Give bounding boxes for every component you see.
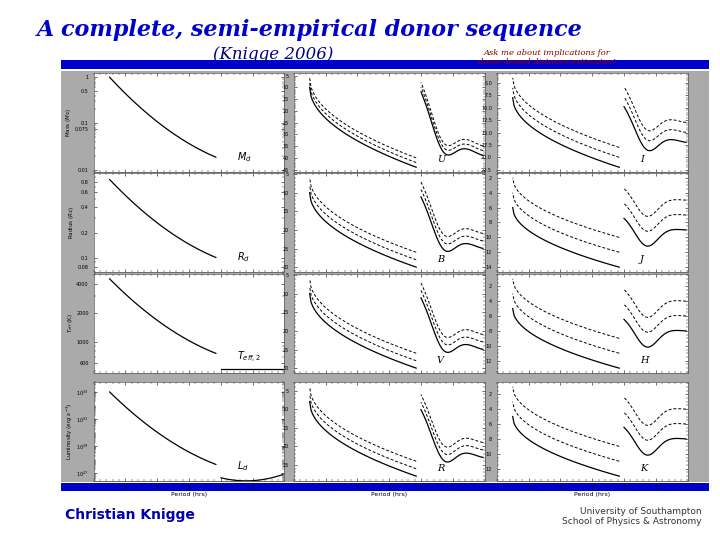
Text: Ask me about implications for
donor-based distance estimates!: Ask me about implications for donor-base…	[478, 49, 616, 66]
Text: R: R	[437, 464, 444, 472]
Text: $L_d$: $L_d$	[237, 459, 248, 472]
Text: B: B	[437, 255, 444, 264]
Text: (Knigge 2006): (Knigge 2006)	[213, 46, 334, 63]
Text: U: U	[437, 155, 445, 164]
Text: $R_d$: $R_d$	[237, 250, 250, 264]
X-axis label: Period (hrs): Period (hrs)	[171, 492, 207, 497]
Text: K: K	[640, 464, 647, 472]
Y-axis label: Mass $(M_{\odot})$: Mass $(M_{\odot})$	[64, 108, 73, 137]
Text: A complete, semi-empirical donor sequence: A complete, semi-empirical donor sequenc…	[37, 19, 582, 41]
Text: I: I	[640, 155, 644, 164]
X-axis label: Period (hrs): Period (hrs)	[371, 492, 408, 497]
Y-axis label: Radius $(R_{\odot})$: Radius $(R_{\odot})$	[68, 206, 76, 239]
Text: J: J	[640, 255, 644, 264]
Text: Christian Knigge: Christian Knigge	[65, 508, 194, 522]
Text: University of Southampton
School of Physics & Astronomy: University of Southampton School of Phys…	[562, 507, 702, 526]
Text: $T_{eff,2}$: $T_{eff,2}$	[237, 349, 261, 364]
Text: V: V	[437, 356, 444, 364]
Y-axis label: Luminosity $(erg\ s^{-1})$: Luminosity $(erg\ s^{-1})$	[65, 403, 75, 460]
Y-axis label: $T_{eff}$ (K): $T_{eff}$ (K)	[66, 314, 75, 333]
Text: H: H	[640, 356, 649, 364]
Text: $M_d$: $M_d$	[237, 150, 251, 164]
X-axis label: Period (hrs): Period (hrs)	[574, 492, 611, 497]
